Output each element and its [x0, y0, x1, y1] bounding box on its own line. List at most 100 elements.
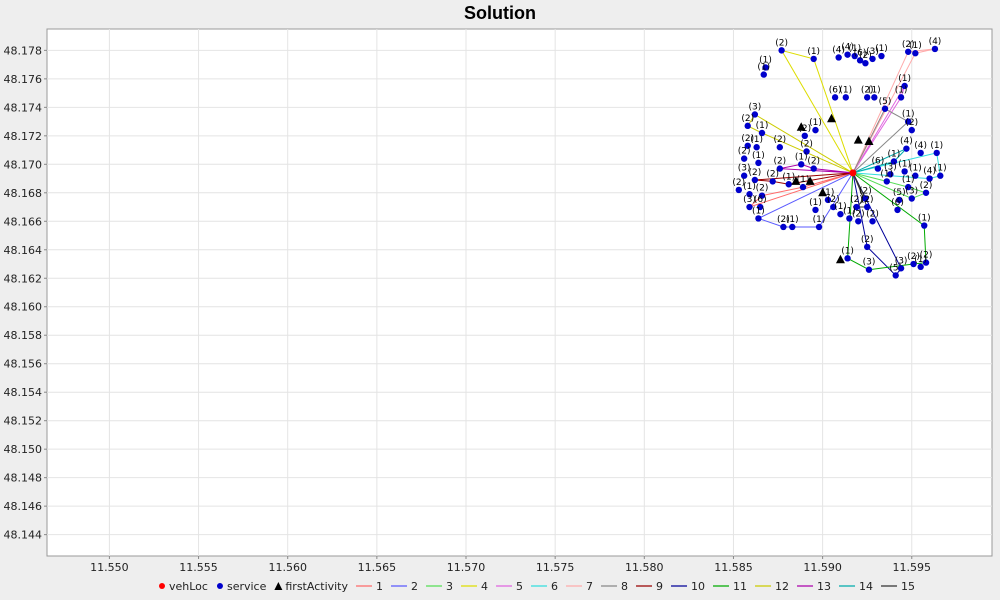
service-label: (2) — [861, 85, 874, 95]
service-point — [746, 203, 753, 211]
service-label: (4) — [841, 43, 854, 53]
service-point — [740, 155, 748, 162]
first-activity-marker — [835, 254, 845, 264]
y-tick-label: 48.164 — [4, 244, 43, 257]
service-label: (2) — [756, 184, 769, 194]
service-point — [890, 158, 898, 165]
legend-label: 2 — [411, 580, 418, 593]
service-label: (1) — [757, 63, 770, 73]
service-label: (5) — [893, 188, 906, 198]
y-tick-label: 48.168 — [4, 187, 43, 200]
service-point — [887, 171, 894, 178]
service-point — [799, 183, 807, 191]
route-5-line — [852, 85, 906, 174]
service-label: (2) — [775, 38, 788, 48]
legend-marker — [216, 583, 223, 589]
service-label: (1) — [750, 135, 763, 145]
service-label: (2) — [850, 195, 863, 205]
service-point — [760, 71, 767, 78]
service-point — [744, 122, 751, 130]
service-point — [803, 148, 810, 155]
service-label: (1) — [902, 175, 915, 185]
service-label: (2) — [859, 51, 872, 61]
service-point — [862, 59, 869, 67]
service-label: (1) — [839, 85, 852, 95]
service-label: (2) — [732, 178, 745, 188]
service-label: (1) — [880, 169, 893, 179]
service-label: (4) — [832, 45, 845, 55]
service-point — [908, 126, 915, 134]
legend-label: service — [227, 580, 267, 593]
service-label: (1) — [786, 215, 799, 225]
legend-label: 15 — [901, 580, 915, 593]
y-tick-label: 48.152 — [4, 415, 43, 428]
service-point — [869, 218, 876, 225]
service-points: (2)(1) (4)(4)(1)(6)(2)(3)(1) (2)(1) (4)(1)(… — [732, 37, 947, 279]
service-point — [908, 195, 915, 202]
service-point — [757, 203, 764, 211]
service-point — [824, 196, 832, 204]
chart-title: Solution — [464, 3, 536, 23]
service-label: (2) — [852, 209, 865, 219]
y-tick-label: 48.176 — [4, 73, 43, 86]
service-point — [921, 222, 928, 229]
y-tick-label: 48.146 — [4, 500, 43, 513]
vehicle-location — [849, 169, 857, 177]
service-point — [776, 165, 784, 172]
service-label: (1) — [807, 47, 820, 57]
service-label: (2) — [777, 215, 790, 225]
service-point — [751, 176, 759, 184]
service-label: (1) — [888, 149, 901, 159]
first-activity-marker — [791, 176, 801, 185]
service-point — [744, 142, 751, 149]
service-label: (1) — [918, 214, 931, 224]
service-label: (6) — [891, 198, 904, 208]
service-label: (1) — [914, 255, 927, 265]
service-point — [846, 215, 853, 222]
legend-label: 7 — [586, 580, 593, 593]
service-label: (1) — [809, 118, 822, 128]
x-tick-label: 11.550 — [90, 561, 129, 574]
service-label: (2) — [861, 235, 874, 245]
service-label: (6) — [872, 157, 885, 167]
service-point — [851, 52, 858, 60]
service-point — [904, 118, 912, 125]
y-tick-label: 48.178 — [4, 44, 43, 57]
service-label: (1) — [930, 141, 943, 151]
service-label: (1) — [875, 44, 888, 54]
service-label: (4) — [900, 137, 913, 147]
service-label: (1) — [782, 172, 795, 182]
service-label: (2) — [773, 157, 786, 167]
plot-area — [46, 28, 993, 557]
x-tick-label: 11.565 — [358, 561, 397, 574]
service-point — [785, 181, 792, 188]
route-2-line — [757, 172, 854, 228]
service-point — [780, 223, 787, 231]
legend-label: 5 — [516, 580, 523, 593]
service-point — [917, 263, 924, 271]
service-point — [755, 215, 762, 222]
service-point — [922, 189, 930, 196]
route-4-line — [780, 49, 854, 174]
y-tick-label: 48.158 — [4, 329, 43, 342]
service-point — [753, 144, 760, 151]
service-label: (1) — [809, 198, 822, 208]
service-point — [837, 210, 844, 218]
service-label: (4) — [929, 37, 942, 47]
service-label: (1) — [795, 152, 808, 162]
service-label: (1) — [834, 202, 847, 212]
legend-marker — [159, 583, 165, 589]
service-point — [926, 175, 933, 182]
legend-label: 4 — [481, 580, 488, 593]
service-label: (3) — [863, 258, 876, 268]
first-activity-marker — [796, 122, 806, 131]
service-label: (2) — [800, 139, 813, 149]
service-point — [931, 45, 939, 53]
service-label: (1) — [902, 110, 915, 120]
y-tick-label: 48.172 — [4, 130, 43, 143]
legend-label: 1 — [376, 580, 383, 593]
legend-label: 12 — [775, 580, 789, 593]
service-point — [903, 145, 910, 152]
service-label: (2) — [902, 40, 915, 50]
